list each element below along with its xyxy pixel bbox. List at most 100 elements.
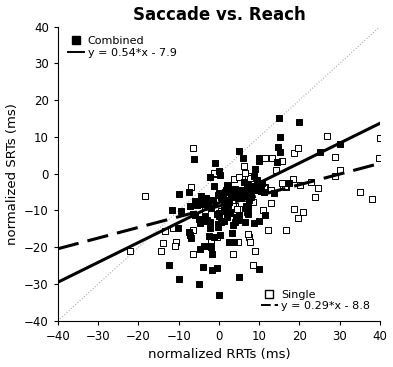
Point: [218, 194, 224, 200]
Point: [191, 198, 198, 204]
Point: [202, 207, 208, 212]
Point: [217, 232, 223, 237]
Point: [290, 176, 296, 182]
Point: [260, 207, 266, 213]
Point: [190, 145, 196, 151]
Point: [141, 193, 148, 199]
Point: [262, 212, 268, 218]
Point: [277, 134, 283, 140]
Point: [291, 150, 298, 156]
Point: [206, 219, 213, 225]
Point: [223, 188, 229, 193]
Point: [158, 248, 164, 254]
Point: [308, 179, 314, 185]
Point: [200, 243, 207, 249]
Point: [251, 173, 257, 179]
Point: [214, 211, 220, 217]
Point: [244, 181, 251, 186]
Point: [226, 199, 232, 205]
Point: [240, 155, 246, 161]
Point: [187, 232, 193, 237]
Point: [218, 190, 224, 196]
Point: [257, 188, 264, 194]
Point: [239, 187, 245, 193]
Point: [224, 182, 231, 188]
Point: [245, 185, 252, 191]
Point: [261, 155, 268, 161]
Point: [196, 216, 202, 222]
Point: [196, 281, 202, 287]
Point: [226, 210, 233, 216]
Point: [246, 234, 252, 240]
Point: [280, 183, 286, 189]
Point: [207, 225, 213, 231]
Point: [200, 201, 206, 207]
Point: [203, 218, 209, 224]
Point: [235, 217, 241, 223]
Point: [195, 200, 201, 206]
Point: [173, 240, 180, 246]
Point: [252, 166, 258, 172]
Point: [245, 182, 251, 188]
Point: [269, 155, 275, 161]
Point: [224, 202, 231, 208]
Point: [250, 183, 256, 189]
Point: [247, 239, 253, 244]
Point: [190, 211, 196, 217]
Point: [257, 187, 263, 193]
Point: [200, 218, 207, 224]
Point: [332, 154, 338, 160]
Point: [215, 192, 222, 197]
Point: [324, 133, 331, 139]
Point: [176, 191, 182, 197]
Point: [215, 224, 221, 230]
Point: [208, 174, 214, 180]
Point: [200, 200, 206, 206]
Point: [224, 211, 231, 217]
Point: [210, 197, 216, 203]
Point: [221, 207, 227, 213]
Point: [376, 155, 382, 161]
Legend: Single, y = 0.29*x - 8.8: Single, y = 0.29*x - 8.8: [260, 288, 371, 312]
Point: [282, 183, 288, 189]
Point: [231, 186, 238, 192]
Point: [218, 219, 224, 225]
Title: Saccade vs. Reach: Saccade vs. Reach: [132, 6, 305, 23]
Point: [220, 204, 227, 210]
Point: [169, 207, 176, 213]
Point: [283, 184, 290, 190]
Point: [241, 193, 248, 199]
Point: [211, 234, 217, 240]
Point: [224, 182, 231, 188]
Point: [217, 172, 223, 178]
Point: [228, 192, 235, 198]
Point: [226, 239, 232, 244]
Point: [160, 240, 167, 246]
Point: [170, 225, 176, 231]
Point: [231, 239, 237, 245]
Point: [315, 185, 321, 191]
Point: [260, 186, 266, 192]
Point: [312, 194, 319, 200]
Point: [236, 206, 242, 212]
Point: [233, 206, 240, 212]
Point: [220, 218, 227, 224]
Point: [192, 212, 198, 218]
Point: [286, 180, 292, 186]
Point: [188, 235, 195, 240]
Point: [297, 182, 303, 188]
Point: [207, 243, 213, 249]
Point: [256, 155, 262, 161]
Point: [248, 194, 254, 200]
Point: [225, 183, 231, 189]
Point: [236, 148, 242, 154]
Point: [268, 187, 274, 193]
Point: [259, 180, 265, 186]
Point: [241, 179, 247, 185]
Point: [246, 175, 253, 181]
Point: [252, 248, 259, 254]
Point: [215, 221, 221, 227]
Point: [206, 233, 212, 239]
Point: [245, 231, 252, 237]
Point: [202, 195, 209, 201]
